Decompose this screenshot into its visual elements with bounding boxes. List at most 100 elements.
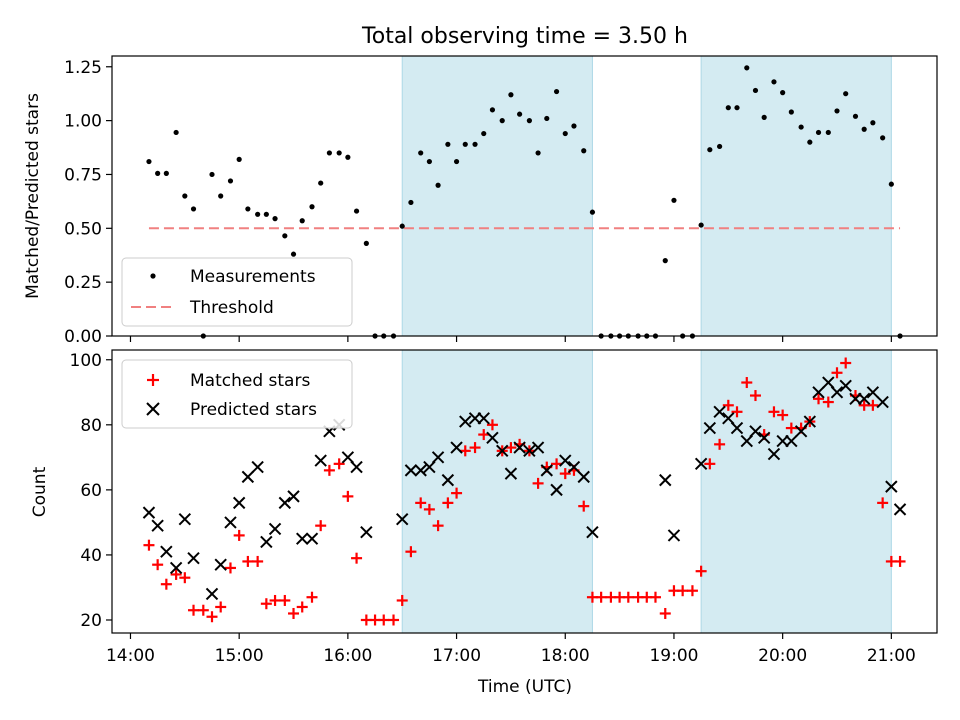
predicted-star-point (142, 506, 156, 519)
matched-star-point (323, 464, 335, 476)
matched-star-point (659, 607, 671, 619)
matched-star-point (894, 555, 906, 567)
matched-star-point (505, 442, 517, 454)
measurement-point (843, 91, 849, 97)
measurement-point (299, 218, 305, 224)
measurement-point (571, 123, 577, 129)
measurement-point (472, 141, 478, 147)
matched-star-point (378, 614, 390, 626)
top-axes-frame (111, 55, 938, 337)
measurement-point (209, 171, 215, 178)
y-tick-label: 0.25 (64, 273, 102, 293)
matched-star-point (622, 591, 634, 603)
matched-star-point (813, 393, 825, 405)
measurement-point (445, 141, 451, 147)
predicted-star-point (767, 447, 781, 461)
measurement-point (861, 126, 867, 132)
predicted-star-point (577, 470, 590, 484)
top-y-axis-label: Matched/Predicted stars (23, 93, 43, 299)
y-tick-label: 1.00 (64, 112, 102, 132)
top-shaded-intervals (401, 55, 892, 337)
legend-matched-marker (147, 374, 159, 386)
legend-threshold-label: Threshold (189, 298, 274, 318)
predicted-star-point (740, 434, 753, 448)
predicted-star-point (314, 454, 327, 467)
x-axis-label: Time (UTC) (477, 677, 572, 697)
matched-star-point (822, 396, 834, 408)
measurement-point (318, 180, 324, 186)
top-legend: Measurements Threshold (121, 257, 353, 327)
matched-star-point (342, 490, 354, 502)
measurement-point (245, 206, 251, 212)
predicted-star-point (414, 464, 427, 477)
y-tick-label: 1.25 (64, 58, 102, 78)
measurement-point (336, 150, 342, 156)
matched-star-point (388, 614, 400, 626)
matched-star-point (469, 442, 481, 454)
top-x-ticks (129, 336, 892, 342)
measurement-point (662, 258, 668, 264)
measurement-point (236, 156, 242, 162)
measurement-point (535, 150, 541, 156)
predicted-star-point (423, 460, 436, 474)
predicted-star-point (540, 464, 553, 477)
matched-star-point (252, 555, 264, 567)
predicted-star-point (885, 480, 898, 493)
measurement-point (363, 240, 369, 246)
matched-star-point (333, 458, 345, 470)
predicted-star-point (812, 386, 825, 399)
predicted-star-point (151, 519, 164, 532)
matched-star-point (224, 562, 236, 574)
measurement-point (426, 158, 432, 165)
matched-star-point (704, 458, 716, 470)
measurement-point (163, 170, 169, 176)
matched-star-point (233, 529, 245, 541)
x-tick-label: 17:00 (432, 646, 481, 666)
matched-star-point (306, 591, 318, 603)
measurement-point (418, 150, 424, 156)
measurement-point (517, 111, 523, 117)
measurement-point (771, 79, 777, 85)
matched-star-point (677, 585, 689, 597)
measurement-point (734, 105, 740, 111)
measurement-points (146, 65, 903, 339)
matched-star-point (143, 539, 155, 551)
predicted-star-point (496, 444, 509, 458)
measurement-point (880, 135, 886, 141)
predicted-star-point (441, 473, 455, 487)
matched-star-point (442, 497, 454, 509)
measurement-point (671, 197, 677, 203)
matched-star-point (279, 594, 291, 606)
legend-predicted-marker (146, 402, 160, 416)
matched-star-point (451, 487, 463, 499)
x-tick-label: 16:00 (323, 646, 372, 666)
predicted-star-point (857, 392, 871, 406)
matched-star-point (288, 607, 300, 619)
predicted-star-point (504, 467, 518, 480)
predicted-star-point (523, 444, 536, 458)
matched-star-point (731, 406, 743, 418)
measurement-point (870, 120, 876, 126)
matched-star-point (152, 559, 164, 571)
matched-star-point (242, 555, 254, 567)
predicted-star-point (513, 441, 526, 454)
predicted-star-point (160, 545, 173, 558)
measurement-point (752, 87, 759, 94)
measurement-point (807, 139, 813, 145)
predicted-star-point (360, 525, 373, 539)
predicted-star-point (730, 421, 744, 435)
measurement-point (499, 118, 505, 124)
measurement-point (589, 209, 596, 215)
measurement-point (788, 109, 794, 115)
matched-star-point (478, 429, 490, 441)
matched-star-point (415, 497, 427, 509)
y-tick-label: 80 (80, 416, 102, 436)
measurement-point (326, 150, 332, 156)
matched-star-point (179, 572, 191, 584)
matched-star-point (551, 458, 563, 470)
predicted-star-point (459, 415, 472, 428)
predicted-star-point (224, 516, 237, 529)
bottom-axes-frame (111, 349, 938, 634)
measurement-point (888, 181, 894, 187)
